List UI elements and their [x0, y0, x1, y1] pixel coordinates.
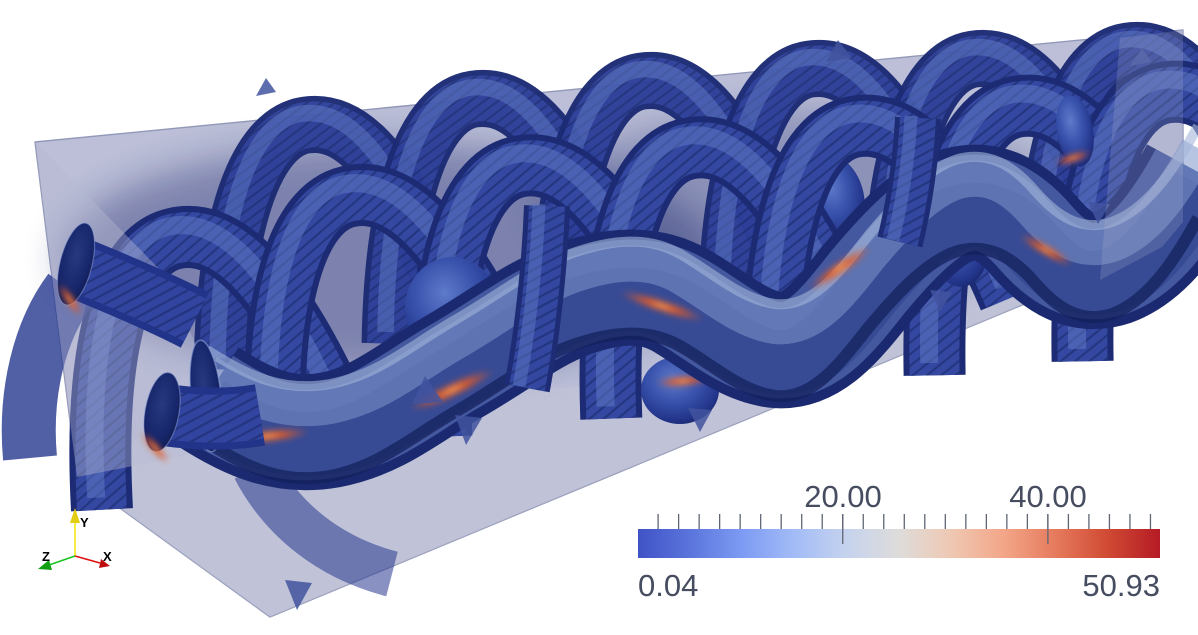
z-axis-line	[48, 555, 76, 566]
crossing-tube-segment	[504, 203, 570, 393]
mesh-shard	[688, 408, 712, 432]
orientation-axes-widget: Y Z X	[38, 508, 112, 570]
scalar-bar-gradient	[638, 529, 1160, 558]
mesh-shard	[256, 78, 276, 96]
scalar-bar-min-label: 0.04	[638, 568, 698, 603]
mesh-shard	[285, 580, 312, 610]
mesh-shard	[826, 40, 852, 62]
x-axis-arrow	[99, 559, 110, 568]
scalar-bar-max-label: 50.93	[1082, 568, 1160, 603]
contact-stress-band	[620, 290, 704, 322]
mesh-shard	[1130, 48, 1152, 66]
contact-stress-band	[808, 245, 872, 291]
yarn-weave	[1, 22, 1198, 610]
y-axis-label: Y	[80, 515, 89, 530]
scalar-bar-ticks	[657, 514, 1152, 544]
contact-stress-band	[140, 432, 170, 464]
x-axis-label: X	[103, 549, 112, 564]
protruding-tube-stub	[140, 371, 266, 464]
z-axis-label: Z	[42, 549, 50, 564]
y-axis-arrow	[70, 508, 80, 523]
contact-stress-band	[1054, 150, 1092, 166]
mesh-shard	[455, 415, 482, 445]
tube-cross-section	[1056, 95, 1094, 167]
tube-end-cap	[56, 222, 96, 306]
protruding-tube-stub	[56, 222, 210, 348]
scalar-bar-tick-label-40: 40.00	[1009, 479, 1087, 514]
scalar-bar[interactable]: 20.00 40.00 0.04 50.93	[638, 479, 1160, 603]
mesh-shard	[412, 376, 443, 404]
mesh-shard	[1088, 202, 1110, 224]
crossing-tube-segment	[877, 115, 941, 248]
scalar-bar-tick-label-20: 20.00	[804, 479, 882, 514]
contact-stress-band	[1019, 234, 1073, 266]
under-tube	[1, 273, 93, 461]
z-axis-arrow	[38, 560, 52, 570]
contact-stress-band	[57, 283, 83, 317]
under-tube	[234, 456, 399, 597]
box-right-face-overlay	[1100, 30, 1183, 280]
x-axis-line	[74, 555, 101, 564]
mesh-shard	[930, 290, 952, 312]
